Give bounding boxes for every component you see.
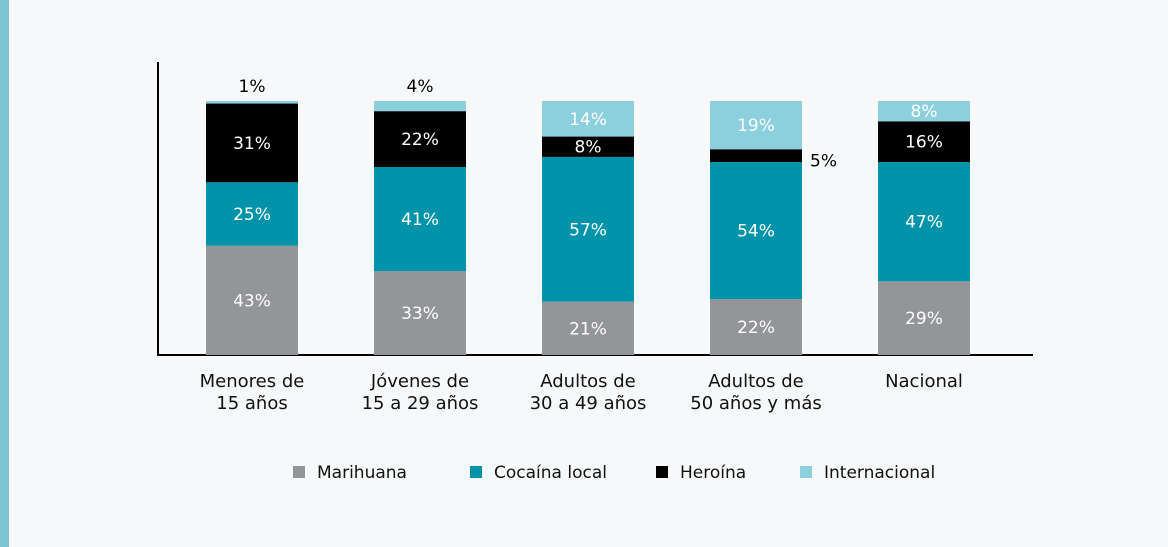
data-label: 31% (233, 134, 271, 154)
side-strip (0, 0, 9, 547)
bar-segment (878, 101, 970, 122)
legend-swatch (470, 466, 482, 478)
x-tick-label: Menores de 15 años (199, 371, 305, 414)
data-label: 22% (401, 130, 439, 150)
data-label: 33% (401, 304, 439, 324)
bar-segment (542, 156, 634, 302)
data-label: 47% (905, 213, 943, 233)
data-label: 22% (737, 318, 775, 338)
bar-segment (542, 101, 634, 137)
bar-segment (878, 281, 970, 355)
bar-segment (542, 301, 634, 355)
data-label: 8% (575, 138, 602, 158)
bar-segment (374, 111, 466, 168)
bar-segment (206, 101, 298, 104)
data-label: 5% (810, 152, 837, 172)
bar-segment (206, 103, 298, 183)
legend-swatch (656, 466, 668, 478)
legend-label: Marihuana (317, 463, 407, 483)
data-label: 16% (905, 133, 943, 153)
x-tick-label: Nacional (885, 371, 963, 392)
legend-label: Internacional (824, 463, 935, 483)
bar-segment (374, 101, 466, 112)
data-label: 43% (233, 291, 271, 311)
data-label: 1% (239, 77, 266, 97)
data-label: 54% (737, 222, 775, 242)
bar-segment (542, 136, 634, 157)
legend-swatch (293, 466, 305, 478)
bar-segment (206, 245, 298, 355)
x-tick-label: Jóvenes de 15 a 29 años (361, 371, 479, 414)
bar-segment (710, 299, 802, 355)
bar-segment (374, 271, 466, 355)
data-label: 41% (401, 210, 439, 230)
data-label: 21% (569, 319, 607, 339)
bar-segment (710, 149, 802, 162)
legend-swatch (800, 466, 812, 478)
bar-segment (374, 167, 466, 272)
bar-segment (878, 161, 970, 282)
data-label: 57% (569, 220, 607, 240)
legend-label: Cocaína local (494, 463, 607, 483)
data-label: 4% (407, 77, 434, 97)
x-tick-label: Adultos de 30 a 49 años (529, 371, 647, 414)
bar-segment (710, 101, 802, 150)
data-label: 25% (233, 205, 271, 225)
bar-segment (206, 182, 298, 246)
bar-segment (710, 161, 802, 300)
data-label: 19% (737, 116, 775, 136)
bar-segment (878, 121, 970, 162)
legend-label: Heroína (680, 463, 746, 483)
x-tick-label: Adultos de 50 años y más (690, 371, 822, 414)
data-label: 29% (905, 309, 943, 329)
data-label: 8% (911, 102, 938, 122)
data-label: 14% (569, 110, 607, 130)
